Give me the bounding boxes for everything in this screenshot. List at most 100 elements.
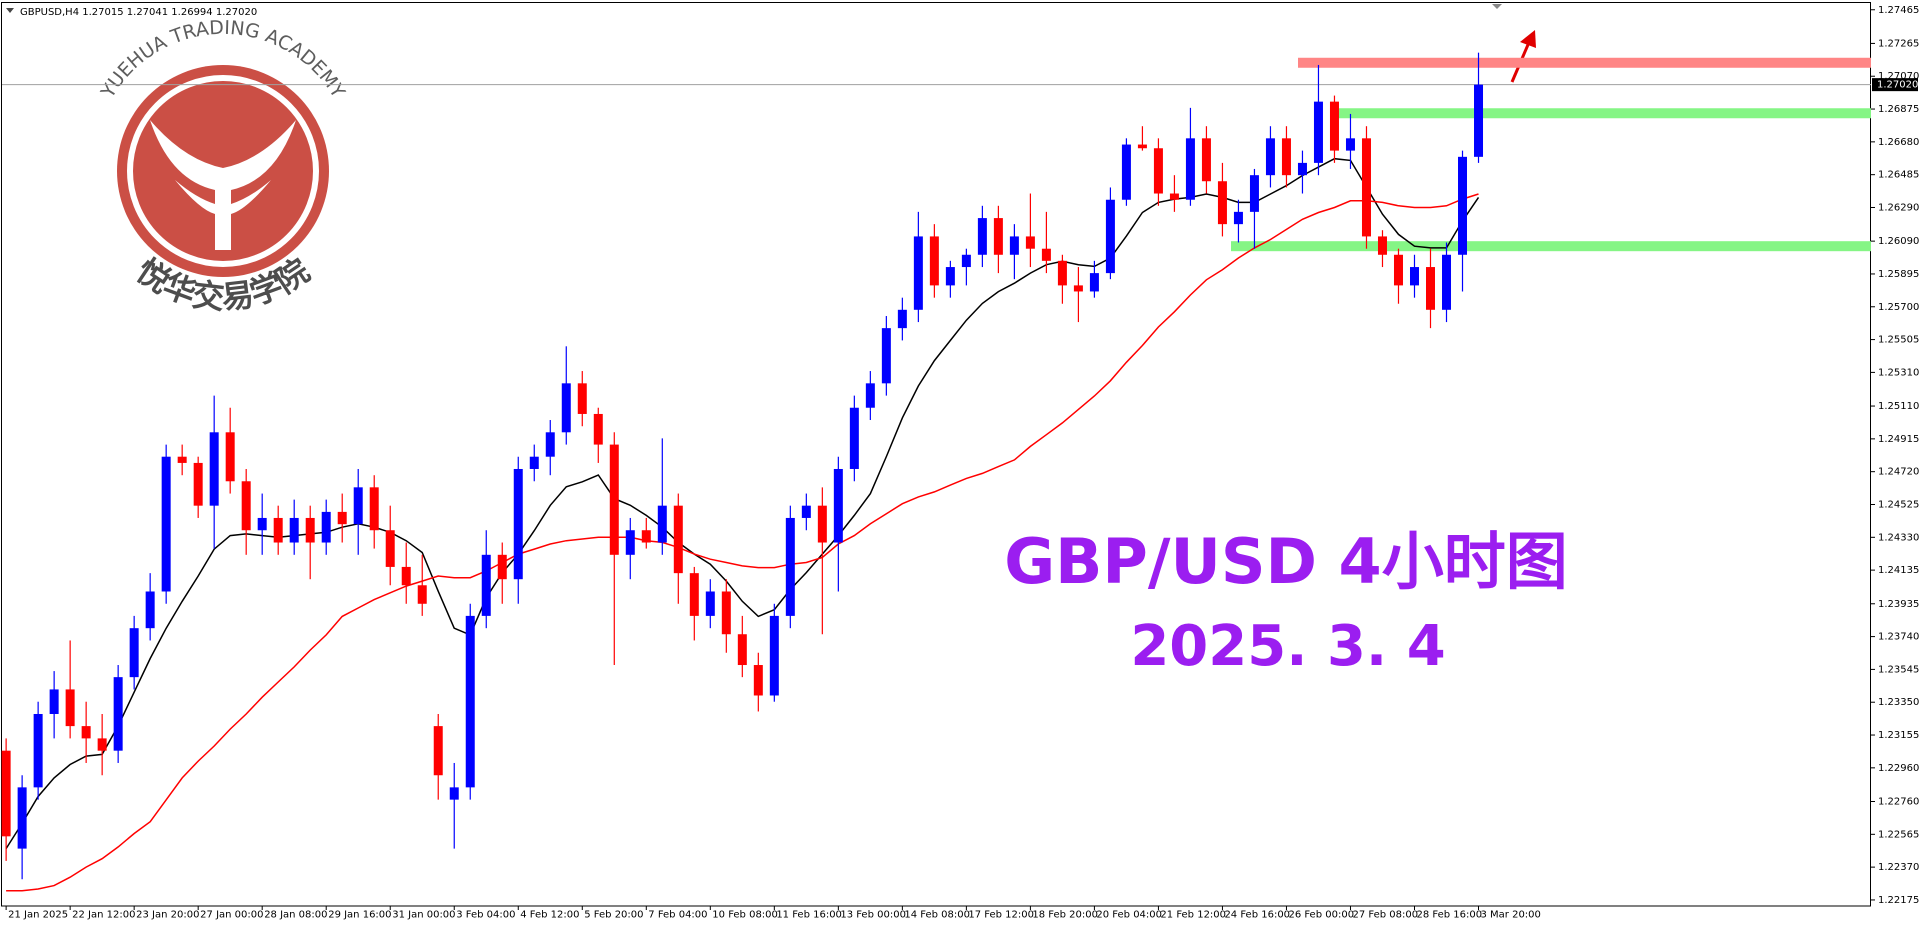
candle-body — [1105, 199, 1115, 274]
candle-body — [17, 787, 27, 849]
candle-body — [1025, 236, 1035, 249]
y-tick-label: 1.27070 — [1878, 71, 1919, 82]
candle-body — [209, 432, 219, 506]
candle-body — [1, 750, 11, 837]
y-tick-label: 1.27265 — [1878, 38, 1919, 49]
indicator-line — [6, 193, 1479, 892]
y-tick-label: 1.23545 — [1878, 664, 1919, 675]
candle-body — [801, 505, 811, 518]
candle-body — [225, 432, 235, 482]
candle-body — [481, 554, 491, 616]
candle-body — [993, 218, 1003, 255]
candle-body — [865, 383, 875, 408]
candle-body — [1393, 254, 1403, 286]
logo-ring — [127, 75, 319, 267]
shift-marker — [1492, 4, 1502, 9]
candle-body — [353, 487, 363, 525]
candle-body — [961, 254, 971, 268]
y-tick-label: 1.23740 — [1878, 632, 1919, 643]
candle-body — [1313, 101, 1323, 163]
y-tick-label: 1.22960 — [1878, 763, 1919, 774]
candle-body — [529, 456, 539, 469]
candle-body — [1474, 84, 1484, 157]
level-zone — [1231, 241, 1871, 252]
candle-body — [161, 456, 171, 592]
y-tick-label: 1.23155 — [1878, 730, 1919, 741]
candle-body — [449, 787, 459, 800]
candle-body — [929, 236, 939, 286]
candle-body — [1329, 101, 1339, 151]
candle-body — [1345, 138, 1355, 151]
candle-body — [1458, 156, 1468, 255]
price-box — [1872, 78, 1918, 92]
x-tick-label: 5 Feb 20:00 — [584, 909, 643, 920]
candle-body — [337, 511, 347, 525]
candle-body — [1425, 267, 1435, 310]
indicator-line — [5, 157, 1480, 850]
chart-title: GBPUSD,H4 1.27015 1.27041 1.26994 1.2702… — [20, 7, 257, 18]
candle-body — [465, 615, 475, 788]
x-tick-label: 11 Feb 16:00 — [776, 909, 842, 920]
candle-body — [769, 615, 779, 696]
candle-body — [977, 218, 987, 255]
x-tick-label: 3 Feb 04:00 — [456, 909, 515, 920]
candle-body — [113, 677, 123, 751]
y-tick-label: 1.24915 — [1878, 434, 1919, 445]
y-tick-label: 1.24330 — [1878, 532, 1919, 543]
candle-body — [257, 517, 267, 531]
candle-body — [849, 407, 859, 469]
y-tick-label: 1.25310 — [1878, 367, 1919, 378]
candle-body — [513, 468, 523, 580]
y-tick-label: 1.25700 — [1878, 302, 1919, 313]
x-tick-label: 21 Jan 2025 — [8, 909, 68, 920]
candle-body — [753, 665, 763, 696]
y-tick-label: 1.26875 — [1878, 104, 1919, 115]
candle-body — [1233, 211, 1243, 225]
y-tick-label: 1.26090 — [1878, 236, 1919, 247]
arrow-head — [1520, 30, 1536, 48]
candle-body — [1377, 236, 1387, 255]
candle-body — [785, 517, 795, 616]
candle-body — [1073, 285, 1083, 292]
candle-body — [97, 738, 107, 751]
candle-body — [689, 573, 699, 616]
candle-body — [737, 634, 747, 666]
price-label: 1.27020 — [1877, 80, 1918, 91]
candle-body — [129, 628, 139, 678]
candle-body — [305, 517, 315, 543]
candle-body — [641, 530, 651, 543]
candle-body — [1409, 267, 1419, 286]
candle-body — [369, 487, 379, 531]
y-tick-label: 1.25110 — [1878, 401, 1919, 412]
candle-body — [433, 726, 443, 776]
x-tick-label: 31 Jan 00:00 — [392, 909, 455, 920]
candle-body — [673, 505, 683, 574]
annotation-date: 2025. 3. 4 — [1130, 614, 1445, 679]
x-tick-label: 14 Feb 08:00 — [904, 909, 970, 920]
candle-body — [817, 505, 827, 543]
logo-mark — [150, 120, 296, 250]
y-tick-label: 1.22175 — [1878, 895, 1919, 906]
x-tick-label: 26 Feb 00:00 — [1288, 909, 1354, 920]
candle-body — [273, 517, 283, 543]
x-tick-label: 18 Feb 20:00 — [1032, 909, 1098, 920]
y-tick-label: 1.26485 — [1878, 170, 1919, 181]
candle-body — [881, 328, 891, 384]
candle-body — [65, 689, 75, 727]
candle-body — [321, 511, 331, 543]
candle-body — [577, 383, 587, 414]
candle-body — [1185, 138, 1195, 200]
candle-body — [913, 236, 923, 310]
candle-body — [593, 413, 603, 445]
annotation-title: GBP/USD 4小时图 — [1004, 525, 1567, 598]
logo-mark — [175, 180, 271, 214]
x-tick-label: 22 Jan 12:00 — [72, 909, 135, 920]
candle-body — [241, 481, 251, 531]
candle-body — [1281, 138, 1291, 176]
candle-body — [81, 726, 91, 739]
x-tick-label: 3 Mar 20:00 — [1481, 909, 1541, 920]
x-tick-label: 27 Jan 00:00 — [200, 909, 263, 920]
candle-body — [1153, 148, 1163, 194]
